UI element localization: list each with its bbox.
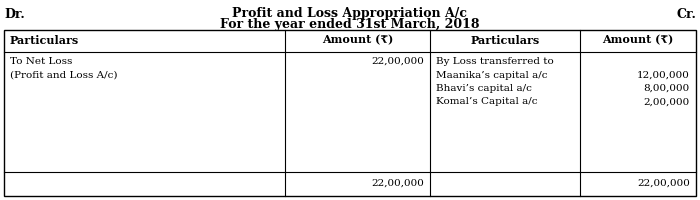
Text: 8,00,000: 8,00,000 xyxy=(644,84,690,93)
Text: 22,00,000: 22,00,000 xyxy=(371,57,424,66)
Text: Cr.: Cr. xyxy=(676,8,696,21)
Text: Dr.: Dr. xyxy=(4,8,25,21)
Bar xyxy=(4,30,696,196)
Text: To Net Loss: To Net Loss xyxy=(10,57,72,66)
Text: 22,00,000: 22,00,000 xyxy=(371,178,424,188)
Text: 2,00,000: 2,00,000 xyxy=(644,98,690,106)
Text: Particulars: Particulars xyxy=(10,34,79,46)
Text: Particulars: Particulars xyxy=(470,34,540,46)
Text: 12,00,000: 12,00,000 xyxy=(637,71,690,79)
Text: Amount (₹): Amount (₹) xyxy=(603,34,673,46)
Text: (Profit and Loss A/c): (Profit and Loss A/c) xyxy=(10,71,118,79)
Text: Komal’s Capital a/c: Komal’s Capital a/c xyxy=(436,98,538,106)
Text: Profit and Loss Appropriation A/c: Profit and Loss Appropriation A/c xyxy=(232,7,468,20)
Text: Amount (₹): Amount (₹) xyxy=(322,34,393,46)
Text: By Loss transferred to: By Loss transferred to xyxy=(436,57,554,66)
Text: Bhavi’s capital a/c: Bhavi’s capital a/c xyxy=(436,84,532,93)
Text: Maanika’s capital a/c: Maanika’s capital a/c xyxy=(436,71,547,79)
Text: 22,00,000: 22,00,000 xyxy=(637,178,690,188)
Text: For the year ended 31st March, 2018: For the year ended 31st March, 2018 xyxy=(220,18,480,31)
